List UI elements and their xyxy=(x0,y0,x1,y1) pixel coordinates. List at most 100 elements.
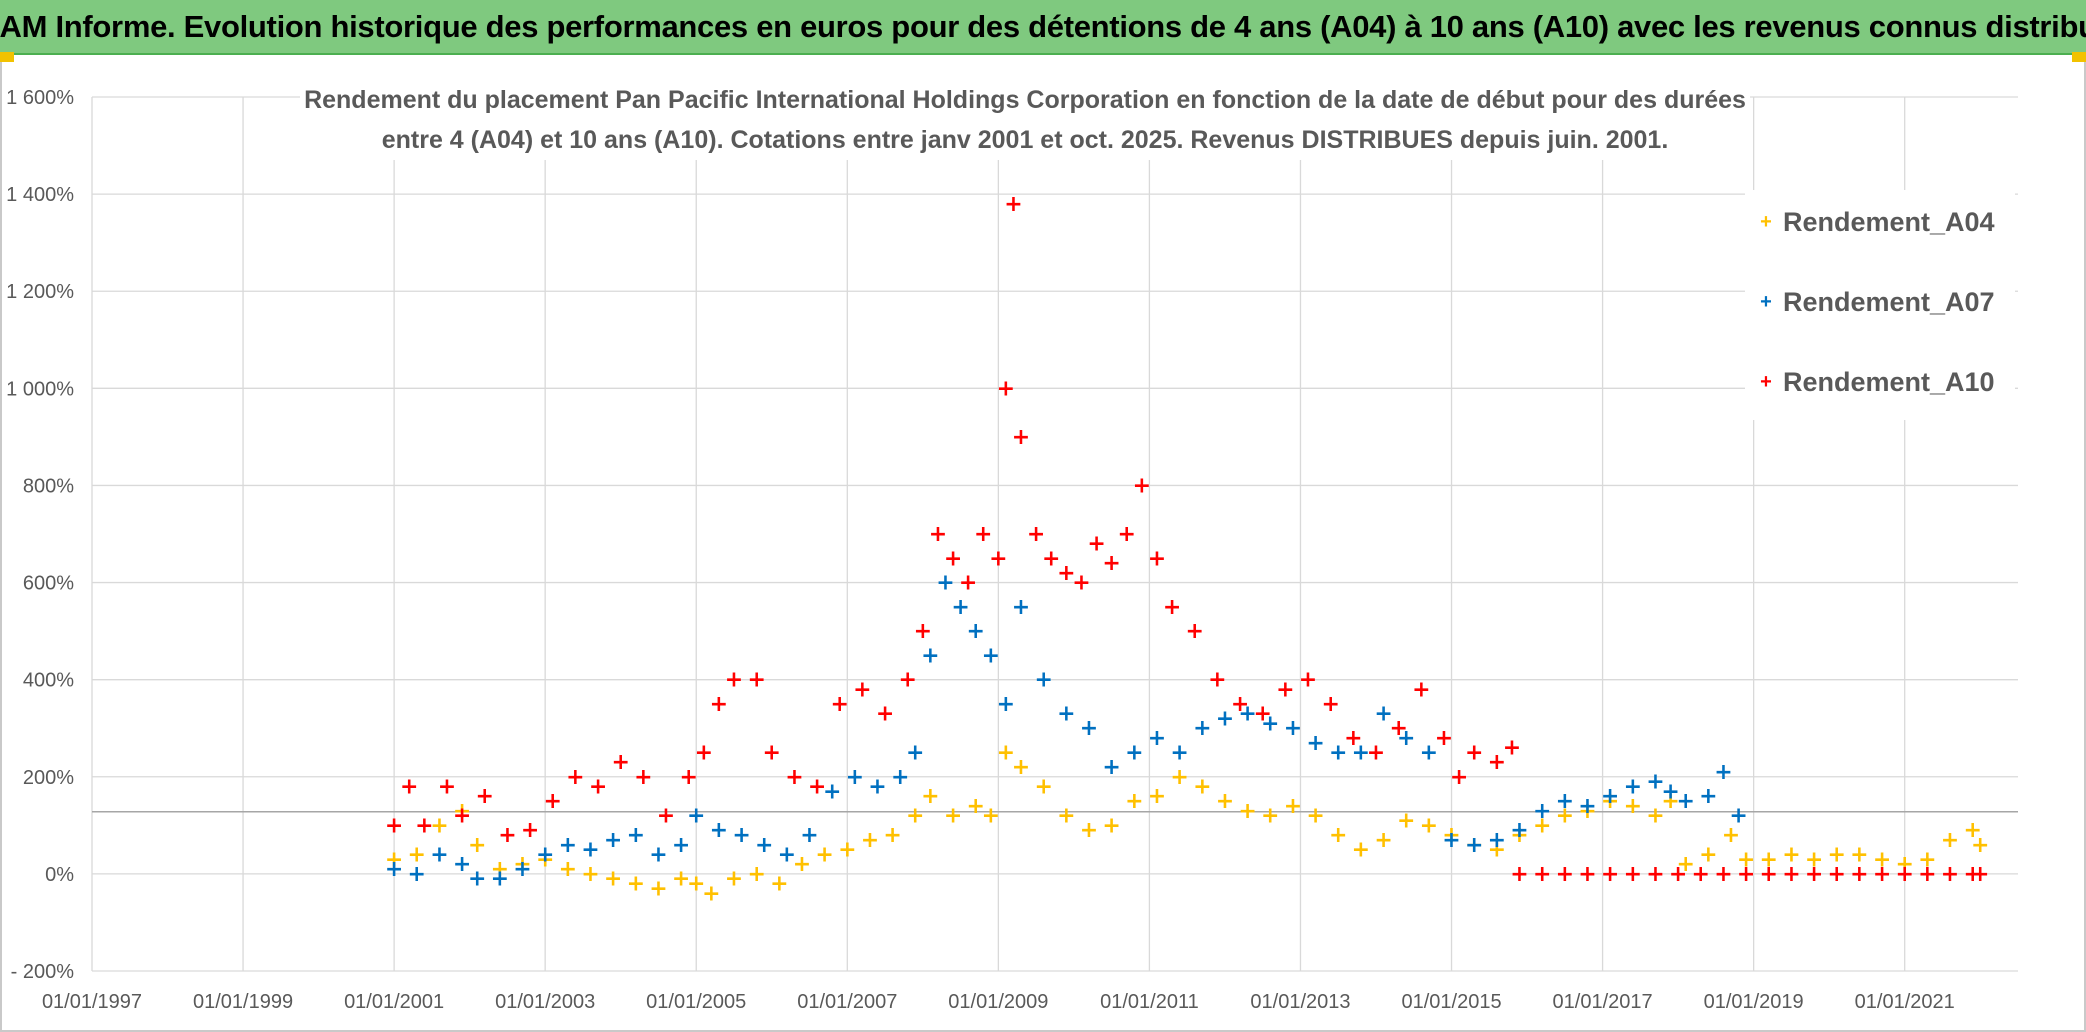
data-point: + xyxy=(1087,532,1105,557)
data-point: + xyxy=(627,823,645,848)
data-point: + xyxy=(1329,741,1347,766)
data-point: + xyxy=(1503,736,1521,761)
data-point: + xyxy=(861,828,879,853)
legend-marker-a10-icon: + xyxy=(1760,370,1772,393)
legend-item-a07: + Rendement_A07 xyxy=(1755,282,1994,322)
legend-marker-a04-icon: + xyxy=(1760,210,1772,233)
data-point: + xyxy=(1012,425,1030,450)
data-point: + xyxy=(732,823,750,848)
data-point: + xyxy=(1805,862,1823,887)
data-point: + xyxy=(936,571,954,596)
data-point: + xyxy=(944,804,962,829)
data-point: + xyxy=(944,546,962,571)
data-point: + xyxy=(710,818,728,843)
data-point: + xyxy=(1389,716,1407,741)
data-point: + xyxy=(997,741,1015,766)
data-point: + xyxy=(1850,862,1868,887)
y-tick-label: - 200% xyxy=(11,961,75,983)
data-point: + xyxy=(1352,741,1370,766)
data-point: + xyxy=(1646,770,1664,795)
data-point: + xyxy=(1828,842,1846,867)
data-point: + xyxy=(385,847,403,872)
data-point: + xyxy=(1261,804,1279,829)
data-point: + xyxy=(453,799,471,824)
data-point: + xyxy=(1442,828,1460,853)
y-tick-label: 1 400% xyxy=(6,184,74,206)
data-point: + xyxy=(1510,862,1528,887)
data-point: + xyxy=(1442,823,1460,848)
data-point: + xyxy=(1624,794,1642,819)
data-point: + xyxy=(1760,862,1778,887)
y-tick-label: 0% xyxy=(45,864,74,886)
data-point: + xyxy=(476,784,494,809)
data-point: + xyxy=(770,872,788,897)
data-point: + xyxy=(491,857,509,882)
data-point: + xyxy=(1412,677,1430,702)
data-point: + xyxy=(989,546,1007,571)
data-point: + xyxy=(1004,192,1022,217)
data-point: + xyxy=(1344,726,1362,751)
corner-mark-left xyxy=(0,52,14,62)
data-point: + xyxy=(1284,794,1302,819)
data-point: + xyxy=(1253,702,1271,727)
data-point: + xyxy=(1465,833,1483,858)
data-point: + xyxy=(763,741,781,766)
data-point: + xyxy=(438,774,456,799)
data-point: + xyxy=(1193,774,1211,799)
data-point: + xyxy=(1012,595,1030,620)
chart-title-line-1: Rendement du placement Pan Pacific Inter… xyxy=(304,86,1746,114)
data-point: + xyxy=(1782,862,1800,887)
data-point: + xyxy=(1692,862,1710,887)
data-point: + xyxy=(1216,789,1234,814)
x-tick-label: 01/01/2015 xyxy=(1401,991,1501,1013)
data-point: + xyxy=(1805,847,1823,872)
x-tick-label: 01/01/2009 xyxy=(948,991,1048,1013)
data-point: + xyxy=(1276,677,1294,702)
data-point: + xyxy=(1208,668,1226,693)
banner-title: ADAM Informe. Evolution historique des p… xyxy=(0,8,2086,44)
x-tick-label: 01/01/2007 xyxy=(797,991,897,1013)
data-point: + xyxy=(966,794,984,819)
chart-legend: + Rendement_A04 + Rendement_A07 + Rendem… xyxy=(1745,190,2015,420)
data-point: + xyxy=(710,692,728,717)
data-point: + xyxy=(1397,726,1415,751)
y-tick-label: 800% xyxy=(23,475,74,497)
data-point: + xyxy=(1321,692,1339,717)
data-point: + xyxy=(1601,862,1619,887)
legend-item-a10: + Rendement_A10 xyxy=(1755,362,1994,402)
data-point: + xyxy=(1080,716,1098,741)
chart-frame xyxy=(0,55,2086,1032)
data-point: + xyxy=(1102,551,1120,576)
data-point: + xyxy=(679,765,697,790)
data-point: + xyxy=(1435,726,1453,751)
data-point: + xyxy=(823,779,841,804)
y-tick-label: 1 600% xyxy=(6,87,74,109)
data-point: + xyxy=(611,750,629,775)
data-point: + xyxy=(1760,847,1778,872)
data-point: + xyxy=(929,522,947,547)
data-point: + xyxy=(1465,741,1483,766)
data-point: + xyxy=(521,818,539,843)
data-point: + xyxy=(1042,546,1060,571)
data-point: + xyxy=(1329,823,1347,848)
data-point: + xyxy=(1661,779,1679,804)
data-point: + xyxy=(793,852,811,877)
data-point: + xyxy=(778,842,796,867)
data-point: + xyxy=(468,867,486,892)
data-point: + xyxy=(1488,828,1506,853)
data-point: + xyxy=(1148,546,1166,571)
data-point: + xyxy=(1133,473,1151,498)
data-point: + xyxy=(385,857,403,882)
data-point: + xyxy=(1714,862,1732,887)
data-point: + xyxy=(1057,561,1075,586)
data-point: + xyxy=(1238,799,1256,824)
data-point: + xyxy=(400,774,418,799)
data-point: + xyxy=(1034,774,1052,799)
data-point: + xyxy=(1895,862,1913,887)
data-point: + xyxy=(604,867,622,892)
data-point: + xyxy=(1352,838,1370,863)
data-point: + xyxy=(921,784,939,809)
data-point: + xyxy=(982,804,1000,829)
data-point: + xyxy=(1420,741,1438,766)
